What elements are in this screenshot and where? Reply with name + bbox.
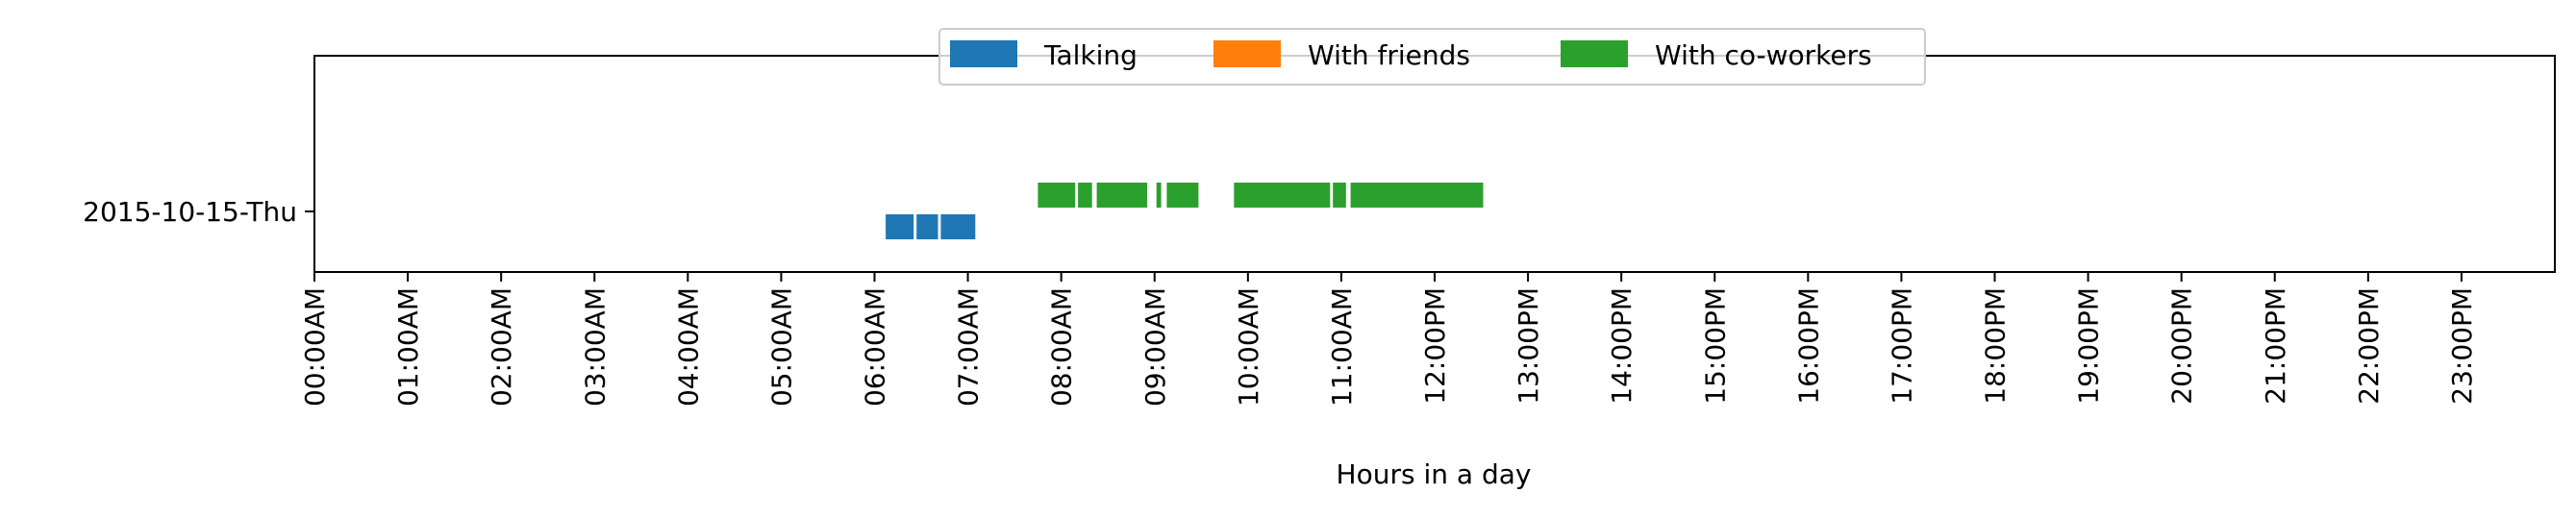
x-axis-title: Hours in a day [1337,458,1532,490]
x-tick-label: 07:00AM [953,287,985,407]
y-axis: 2015-10-15-Thu [83,196,314,228]
timeline-bar [1078,183,1092,208]
x-tick-label: 06:00AM [860,287,891,407]
legend-label: With friends [1308,39,1470,71]
timeline-bar [1038,183,1076,208]
x-tick-label: 14:00PM [1606,287,1638,405]
plot-area-frame [313,55,2556,273]
x-tick-label: 04:00AM [672,287,704,407]
x-tick-label: 09:00AM [1139,287,1171,407]
x-tick-label: 03:00AM [579,287,611,407]
x-tick-label: 18:00PM [1980,287,2012,405]
x-tick-label: 15:00PM [1699,287,1731,405]
x-tick-label: 16:00PM [1792,287,1824,405]
timeline-bar [886,214,914,239]
x-tick-label: 11:00AM [1326,287,1358,407]
timeline-bar [1333,183,1346,208]
legend-swatch [1561,40,1628,67]
x-tick-label: 21:00PM [2260,287,2291,405]
x-tick-label: 10:00AM [1233,287,1264,407]
x-tick-label: 23:00PM [2446,287,2478,405]
timeline-bar [916,214,938,239]
chart-marks [886,183,1484,239]
x-tick-label: 19:00PM [2073,287,2105,405]
timeline-bar [940,214,976,239]
x-tick-label: 12:00PM [1419,287,1451,405]
legend-box [938,28,1926,86]
y-tick-label: 2015-10-15-Thu [83,196,297,228]
legend-label: With co-workers [1655,39,1872,71]
x-tick-label: 00:00AM [299,287,331,407]
x-tick-label: 20:00PM [2166,287,2198,405]
x-tick-label: 13:00PM [1513,287,1544,405]
legend: Talking With friends With co-workers [938,28,1926,86]
timeline-bar [1166,183,1199,208]
x-tick-label: 01:00AM [392,287,424,407]
x-tick-label: 05:00AM [765,287,797,407]
timeline-bar [1234,183,1331,208]
x-tick-label: 22:00PM [2353,287,2385,405]
x-axis: 00:00AM 01:00AM 02:00AM 03:00AM 04:00AM 05:00… [299,272,2478,407]
timeline-bar [1350,183,1484,208]
x-tick-label: 17:00PM [1886,287,1917,405]
x-tick-label: 08:00AM [1046,287,1078,407]
legend-label: Talking [1043,39,1138,71]
timeline-bar [1156,183,1162,208]
legend-swatch [1213,40,1281,67]
legend-swatch [950,40,1017,67]
x-tick-label: 02:00AM [486,287,517,407]
timeline-bar [1096,183,1147,208]
